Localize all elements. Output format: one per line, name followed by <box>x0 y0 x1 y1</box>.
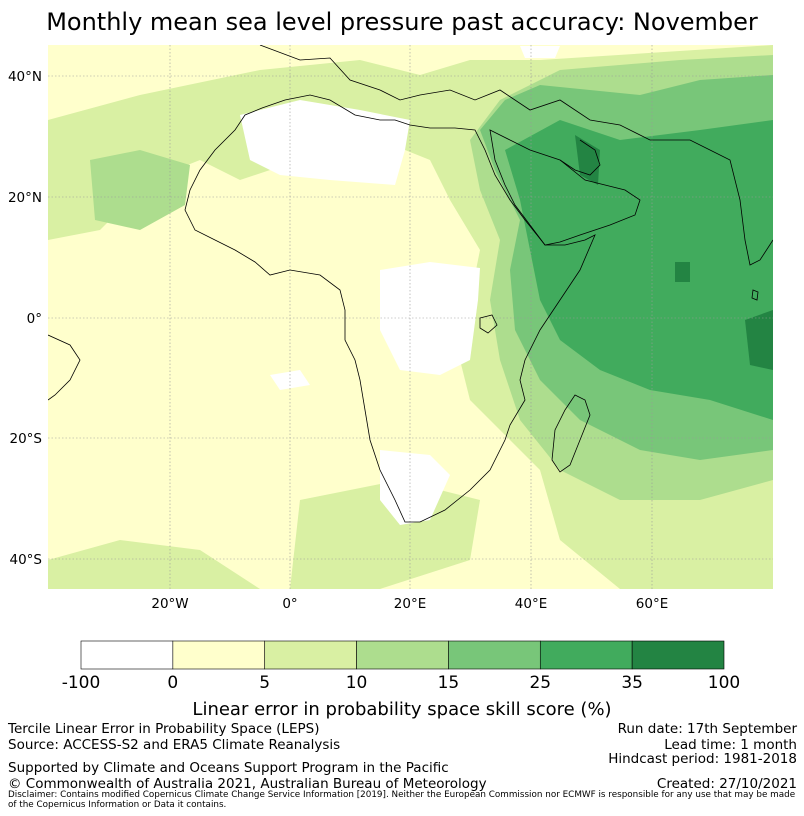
colorbar-tick-label: 100 <box>707 673 741 693</box>
colorbar-tick-label: 35 <box>621 673 643 693</box>
colorbar-bin <box>172 640 266 670</box>
coastline-arabia <box>489 129 641 246</box>
coastline-africa <box>184 94 596 523</box>
coastline-europe <box>259 45 773 266</box>
colorbar-tick-label: 25 <box>529 673 552 693</box>
colorbar-bin <box>264 640 357 670</box>
field-tier-5-10 <box>48 540 260 589</box>
coastline-persian-gulf <box>559 139 601 176</box>
lon-tick-label: 0° <box>282 596 297 612</box>
run-date: Run date: 17th September <box>617 721 797 737</box>
lon-tick-label: 20°E <box>394 596 426 612</box>
coastline-sri-lanka <box>751 289 759 301</box>
disclaimer: Disclaimer: Contains modified Copernicus… <box>8 790 796 810</box>
lat-tick-label: 20°N <box>8 190 42 206</box>
chart-title: Monthly mean sea level pressure past acc… <box>46 8 758 36</box>
lon-tick-label: 40°E <box>515 596 547 612</box>
colorbar-bin <box>356 640 449 670</box>
copyright-text: © Commonwealth of Australia 2021, Austra… <box>8 776 487 792</box>
field-tier-below-0 <box>520 46 560 58</box>
colorbar-tick-label: 15 <box>437 673 460 693</box>
colorbar-tick-label: 5 <box>259 673 271 693</box>
colorbar-bin <box>539 640 633 670</box>
lead-time: Lead time: 1 month <box>664 737 797 753</box>
support-text: Supported by Climate and Oceans Support … <box>8 760 449 776</box>
colorbar-tick-label: 0 <box>167 673 179 693</box>
lon-tick-label: 20°W <box>151 596 188 612</box>
source-text: Source: ACCESS-S2 and ERA5 Climate Reana… <box>8 737 341 753</box>
field-tier-10-15 <box>90 150 190 230</box>
hindcast-period: Hindcast period: 1981-2018 <box>608 751 797 767</box>
colorbar-bin <box>80 640 174 670</box>
lat-tick-label: 20°S <box>10 431 43 447</box>
lon-axis: 20°W 0° 20°E 40°E 60°E <box>151 596 668 612</box>
field-tier-35-100 <box>745 310 773 370</box>
colorbar <box>80 640 725 670</box>
coastline-madagascar <box>551 394 591 473</box>
colorbar-tick-label: 10 <box>345 673 368 693</box>
skill-map: 40°N 20°N 0° 20°S 40°S 20°W 0° 20°E 40°E… <box>8 45 773 612</box>
field-tier-25-35 <box>505 120 773 420</box>
colorbar-bin <box>448 640 541 670</box>
field-tier-below-0 <box>380 262 480 375</box>
field-tier-below-0 <box>240 100 410 185</box>
colorbar-label: Linear error in probability space skill … <box>192 699 612 720</box>
coastline-lake-victoria <box>479 314 498 334</box>
coastline-south-america <box>48 334 81 401</box>
coastlines <box>48 45 773 523</box>
leps-text: Tercile Linear Error in Probability Spac… <box>8 721 320 737</box>
lat-tick-label: 40°N <box>8 69 42 85</box>
field-tier-below-0 <box>270 370 310 390</box>
created-date: Created: 27/10/2021 <box>656 776 797 792</box>
colorbar-tick-label: -100 <box>61 673 101 693</box>
lat-tick-label: 0° <box>27 311 42 327</box>
colorbar-bin <box>631 640 725 670</box>
lat-axis: 40°N 20°N 0° 20°S 40°S <box>8 69 42 568</box>
field-tier-35-100 <box>675 262 690 282</box>
skill-field <box>48 45 773 589</box>
lat-tick-label: 40°S <box>10 552 43 568</box>
lon-tick-label: 60°E <box>636 596 668 612</box>
